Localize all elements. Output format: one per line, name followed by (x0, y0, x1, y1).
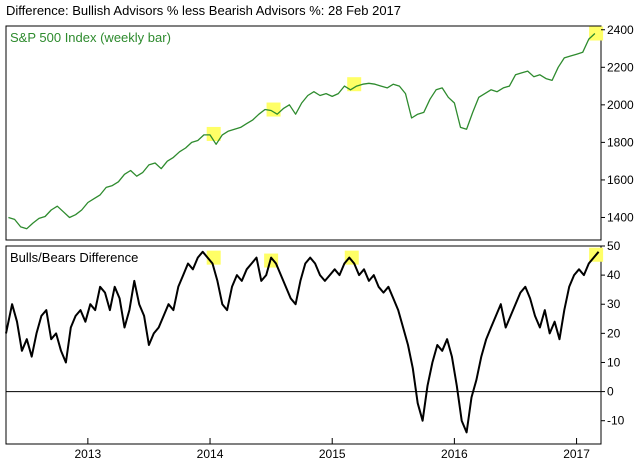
sp500-ytick-label: 1600 (607, 173, 634, 187)
xtick-label: 2017 (563, 447, 590, 461)
highlight-layer (206, 26, 604, 268)
sp500-ytick-label: 2400 (607, 23, 634, 37)
sp500-ytick-label: 2000 (607, 98, 634, 112)
axes-layer: 1400 1600 1800 2000 2200 2400 -10 0 10 20 30 40 50 20… (75, 23, 635, 461)
xtick-label: 2016 (441, 447, 468, 461)
sp500-series-line (8, 33, 596, 230)
sp500-highlight-2 (347, 77, 362, 92)
difference-ytick-label: 40 (607, 268, 621, 282)
difference-ytick-label: 50 (607, 239, 621, 253)
xtick-label: 2014 (197, 447, 224, 461)
sp500-ytick-label: 1800 (607, 135, 634, 149)
top-panel-frame (5, 25, 602, 241)
difference-series-line (5, 250, 600, 434)
difference-ytick-label: 30 (607, 297, 621, 311)
sp500-highlight-3 (589, 26, 604, 41)
xtick-label: 2013 (75, 447, 102, 461)
xtick-label: 2015 (319, 447, 346, 461)
sp500-ytick-label: 1400 (607, 210, 634, 224)
bottom-panel-title: Bulls/Bears Difference (10, 250, 138, 265)
difference-ytick-label: 20 (607, 326, 621, 340)
difference-ytick-label: 10 (607, 355, 621, 369)
series-layer (5, 33, 600, 434)
chart-title: Difference: Bullish Advisors % less Bear… (6, 3, 402, 18)
top-panel-title: S&P 500 Index (weekly bar) (10, 30, 171, 45)
bottom-panel-frame (5, 245, 602, 445)
sp500-ytick-label: 2200 (607, 60, 634, 74)
sp500-highlight-1 (266, 102, 281, 117)
difference-ytick-label: 0 (607, 385, 614, 399)
difference-highlight-2 (344, 250, 359, 265)
difference-ytick-label: -10 (607, 414, 625, 428)
sp500-highlight-0 (206, 126, 221, 141)
